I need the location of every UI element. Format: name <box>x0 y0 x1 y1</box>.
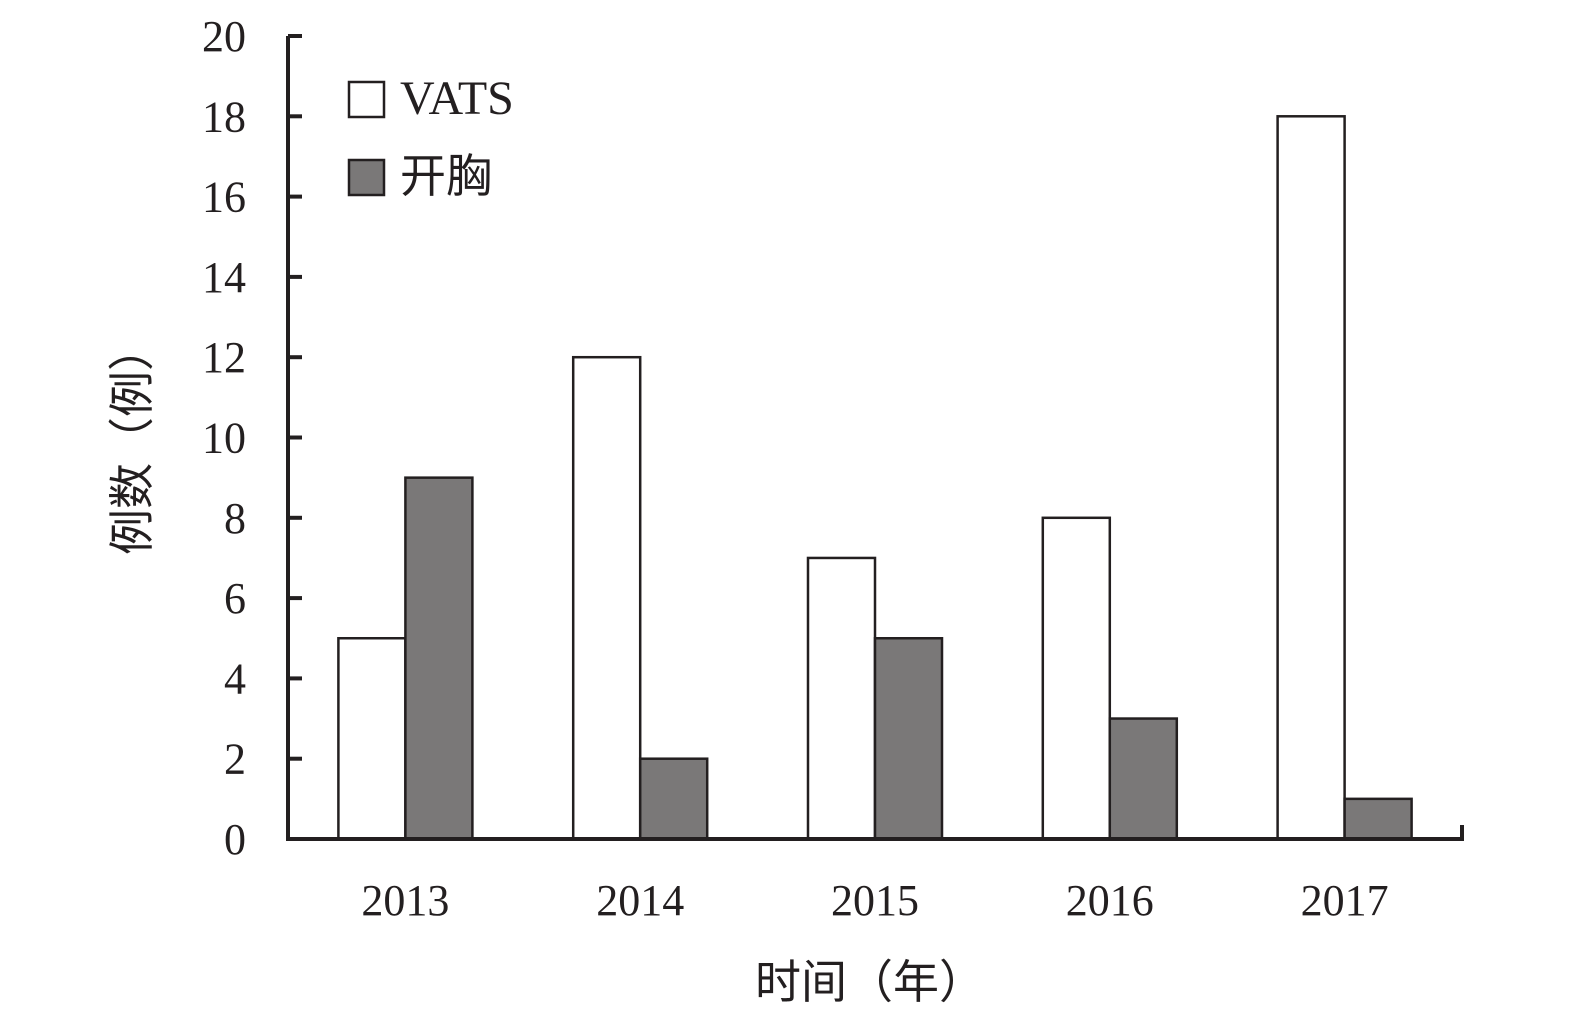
bar-vats-2017 <box>1276 115 1346 841</box>
bar-open-chest-2016 <box>1108 717 1179 841</box>
legend-label-vats: VATS <box>400 72 514 125</box>
bars <box>337 115 1413 841</box>
y-tick-label: 20 <box>202 12 246 61</box>
bar-open-chest-2013 <box>404 476 474 841</box>
legend-swatch-open-chest <box>347 158 386 197</box>
bar-vats-2015 <box>806 556 877 841</box>
legend-label-open-chest: 开胸 <box>400 149 492 203</box>
x-tick-label: 2016 <box>1066 876 1154 925</box>
x-axis-title: 时间（年） <box>755 955 985 1009</box>
y-tick-label: 14 <box>202 253 246 302</box>
y-tick-label: 4 <box>224 654 246 703</box>
x-tick-label: 2013 <box>361 876 449 925</box>
y-axis-ticks: 0 2 4 6 8 10 12 14 16 18 20 <box>202 12 302 864</box>
bar-vats-2016 <box>1041 516 1112 841</box>
y-tick-label: 2 <box>224 735 246 784</box>
y-tick-label: 10 <box>202 414 246 463</box>
legend-item-vats: VATS <box>347 72 514 125</box>
x-tick-label: 2017 <box>1301 876 1389 925</box>
x-tick-label: 2014 <box>596 876 684 925</box>
y-tick-label: 0 <box>224 815 246 864</box>
legend: VATS 开胸 <box>347 72 514 203</box>
y-tick-label: 12 <box>202 333 246 382</box>
y-tick-label: 16 <box>202 173 246 222</box>
y-tick-label: 8 <box>224 494 246 543</box>
y-tick-label: 18 <box>202 92 246 141</box>
bar-open-chest-2015 <box>873 637 944 841</box>
x-tick-label: 2015 <box>831 876 919 925</box>
bar-open-chest-2014 <box>638 757 709 841</box>
axes <box>286 36 1464 841</box>
y-axis-title: 例数（例） <box>105 325 159 555</box>
y-tick-label: 6 <box>224 574 246 623</box>
bar-vats-2013 <box>337 637 407 841</box>
x-axis-tick-labels: 2013 2014 2015 2016 2017 <box>361 876 1388 925</box>
bar-vats-2014 <box>571 355 642 841</box>
bar-open-chest-2017 <box>1343 797 1413 841</box>
legend-swatch-vats <box>347 80 386 119</box>
legend-item-open-chest: 开胸 <box>347 149 492 203</box>
